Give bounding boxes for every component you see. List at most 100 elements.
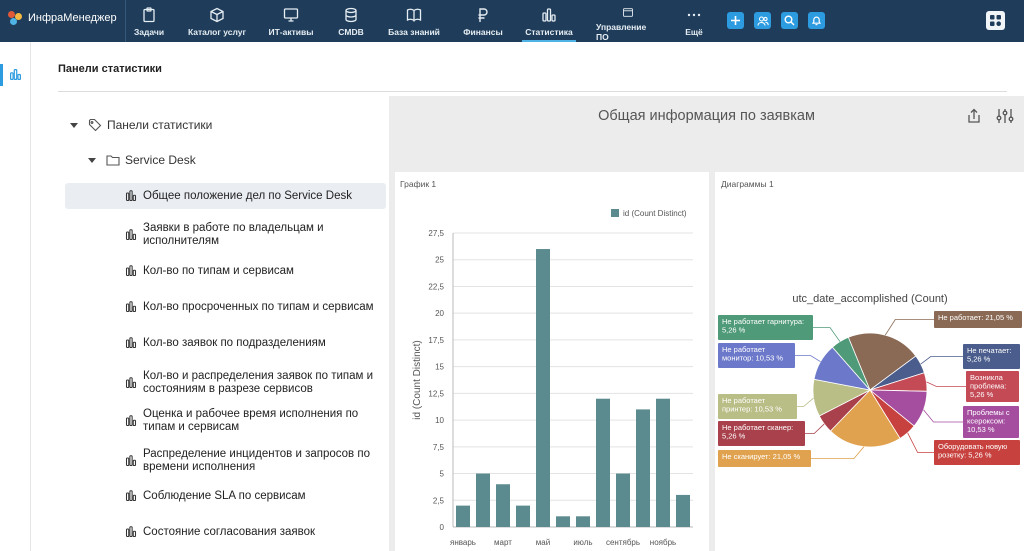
pie-label-box xyxy=(718,394,797,419)
pie-label-box xyxy=(718,421,805,446)
bar xyxy=(656,398,670,527)
search-button[interactable] xyxy=(781,12,798,29)
pie-label-line: 5,26 % xyxy=(970,390,994,399)
tree-item[interactable]: Кол-во заявок по подразделениям xyxy=(65,331,386,355)
users-button[interactable] xyxy=(754,12,771,29)
bar-chart-icon xyxy=(125,265,137,277)
folder-icon xyxy=(106,155,120,166)
tree-item[interactable]: Заявки в работе по владельцам и исполнит… xyxy=(65,219,386,251)
nav-software-management[interactable]: Управление ПО xyxy=(596,0,660,42)
nav-cmdb[interactable]: CMDB xyxy=(334,0,368,42)
tree-item[interactable]: Соблюдение SLA по сервисам xyxy=(65,484,386,508)
tree-item[interactable]: Кол-во и распределения заявок по типам и… xyxy=(65,367,386,399)
app-logo[interactable]: ИнфраМенеджер xyxy=(8,11,117,25)
pie-label: Не работает сканер: 5,26 % xyxy=(722,423,793,441)
pie-label-line: Возникла xyxy=(970,373,1004,382)
left-rail xyxy=(0,42,31,551)
pie-label: Проблемы с ксероксом: 10,53 % xyxy=(967,408,1010,434)
filter-settings-button[interactable] xyxy=(996,108,1014,129)
bar-chart-icon xyxy=(125,455,137,467)
tag-icon xyxy=(88,118,102,132)
pie-label-line: розетку: 5,26 % xyxy=(938,451,992,460)
share-icon xyxy=(968,108,980,123)
bar-chart-icon xyxy=(125,190,137,202)
pie-label-line: Не работает xyxy=(722,396,766,405)
tree-item[interactable]: Оценка и рабочее время исполнения по тип… xyxy=(65,405,386,437)
x-tick-label: ноябрь xyxy=(650,538,676,547)
pie-label-line: Не работает xyxy=(722,345,766,354)
monitor-icon xyxy=(283,8,299,22)
cube-icon xyxy=(210,7,224,23)
apps-button[interactable] xyxy=(986,11,1005,30)
nav-software-management-label: Управление ПО xyxy=(596,22,647,42)
pie-leader-line xyxy=(884,319,934,336)
nav-statistics-label: Статистика xyxy=(525,27,573,37)
bar-chart-icon xyxy=(125,229,137,241)
pie-label: Не работает принтер: 10,53 % xyxy=(722,396,782,414)
pie-label: Не печатает: 5,26 % xyxy=(967,346,1012,364)
tree-item[interactable]: Кол-во просроченных по типам и сервисам xyxy=(65,295,386,319)
tree-item-label: Кол-во заявок по подразделениям xyxy=(143,336,326,349)
bar xyxy=(536,249,550,527)
pie-label-line: Проблемы с xyxy=(967,408,1010,417)
book-icon xyxy=(406,8,422,22)
y-tick-label: 10 xyxy=(435,416,444,425)
pie-leader-line xyxy=(805,423,825,434)
bar xyxy=(496,484,510,527)
bar xyxy=(596,398,610,527)
pie-leader-line xyxy=(920,356,963,365)
left-rail-statistics[interactable] xyxy=(9,68,22,86)
nav-finance-label: Финансы xyxy=(463,27,503,37)
more-icon xyxy=(687,13,701,17)
nav-cmdb-label: CMDB xyxy=(338,27,364,37)
pie-label-box xyxy=(718,315,813,340)
dashboard-title: Общая информация по заявкам xyxy=(598,108,815,124)
nav-tasks[interactable]: Задачи xyxy=(128,0,170,42)
nav-finance[interactable]: Финансы xyxy=(462,0,504,42)
bar-chart-icon xyxy=(542,8,556,22)
notifications-button[interactable] xyxy=(808,12,825,29)
pie-label: Не работает гарнитура: 5,26 % xyxy=(722,317,804,335)
pie-label: Не работает: 21,05 % xyxy=(938,313,1013,322)
pie-label-box xyxy=(718,343,795,368)
add-button[interactable] xyxy=(727,12,744,29)
tree-item[interactable]: Общее положение дел по Service Desk xyxy=(65,183,386,209)
tree-item[interactable]: Распределение инцидентов и запросов по в… xyxy=(65,445,386,477)
pie-chart: utc_date_accomplished (Count) Не работает… xyxy=(718,293,1022,467)
nav-more[interactable]: Ещё xyxy=(680,0,708,42)
y-tick-label: 12,5 xyxy=(428,389,444,398)
x-tick-label: сентябрь xyxy=(606,538,640,547)
pie-leader-line xyxy=(926,381,966,387)
left-rail-active-indicator xyxy=(0,64,3,86)
pie-label-line: Не работает гарнитура: xyxy=(722,317,804,326)
nav-more-label: Ещё xyxy=(685,27,703,37)
bar-chart-icon xyxy=(125,526,137,538)
y-tick-label: 25 xyxy=(435,256,444,265)
pie-leader-line xyxy=(797,397,814,407)
pie-label-line: 10,53 % xyxy=(967,425,995,434)
tree-item[interactable]: Кол-во по типам и сервисам xyxy=(65,259,386,283)
tree-folder-label: Service Desk xyxy=(125,153,196,167)
tree-root[interactable]: Панели статистики xyxy=(70,118,212,132)
x-tick-label: март xyxy=(494,538,512,547)
y-tick-label: 22,5 xyxy=(428,282,444,291)
bell-icon xyxy=(811,16,822,26)
nav-it-assets[interactable]: ИТ-активы xyxy=(266,0,316,42)
bar-chart-icon xyxy=(125,377,137,389)
nav-statistics[interactable]: Статистика xyxy=(522,0,576,42)
caret-down-icon[interactable] xyxy=(70,122,78,128)
pie-leader-line xyxy=(795,355,821,363)
bar xyxy=(616,473,630,527)
export-button[interactable] xyxy=(966,108,982,129)
bar xyxy=(456,505,470,527)
tree-folder-service-desk[interactable]: Service Desk xyxy=(88,153,196,167)
pie-label-line: ксероксом: xyxy=(967,417,1005,426)
sliders-icon xyxy=(996,109,1014,123)
pie-label-line: 5,26 % xyxy=(967,355,991,364)
tree-item[interactable]: Состояние согласования заявок xyxy=(65,520,386,544)
pie-label-box xyxy=(934,440,1020,465)
nav-service-catalog[interactable]: Каталог услуг xyxy=(184,0,250,42)
nav-knowledge-base[interactable]: База знаний xyxy=(386,0,442,42)
nav-knowledge-base-label: База знаний xyxy=(388,27,440,37)
caret-down-icon[interactable] xyxy=(88,157,96,163)
